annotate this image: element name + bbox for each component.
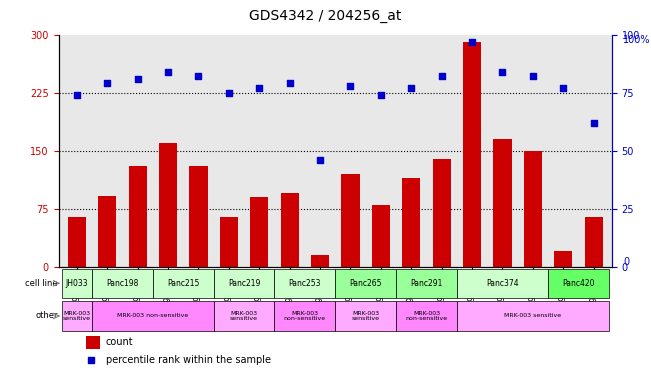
Text: MRK-003 sensitive: MRK-003 sensitive	[505, 313, 561, 318]
Bar	[98, 196, 117, 267]
Point	[376, 92, 386, 98]
Bar	[585, 217, 603, 267]
Text: GDS4342 / 204256_at: GDS4342 / 204256_at	[249, 9, 402, 23]
FancyBboxPatch shape	[335, 268, 396, 298]
Point	[436, 73, 447, 79]
Point	[622, 265, 632, 271]
Text: Panc215: Panc215	[167, 279, 199, 288]
Point	[589, 120, 599, 126]
FancyBboxPatch shape	[214, 268, 275, 298]
Text: other: other	[36, 311, 58, 321]
Text: Panc374: Panc374	[486, 279, 519, 288]
FancyBboxPatch shape	[457, 301, 609, 331]
Point	[528, 73, 538, 79]
Text: Panc420: Panc420	[562, 279, 595, 288]
Bar	[341, 174, 359, 267]
Point	[132, 76, 143, 82]
Bar	[524, 151, 542, 267]
Text: MRK-003
non-sensitive: MRK-003 non-sensitive	[406, 311, 447, 321]
Point	[558, 85, 568, 91]
Text: MRK-003
sensitive: MRK-003 sensitive	[352, 311, 380, 321]
Bar	[493, 139, 512, 267]
Text: MRK-003
non-sensitive: MRK-003 non-sensitive	[284, 311, 326, 321]
FancyBboxPatch shape	[62, 268, 92, 298]
Text: 0: 0	[623, 257, 629, 267]
Text: count: count	[105, 337, 133, 347]
Point	[224, 89, 234, 96]
Text: Panc291: Panc291	[410, 279, 443, 288]
Bar	[220, 217, 238, 267]
Text: MRK-003 non-sensitive: MRK-003 non-sensitive	[117, 313, 189, 318]
Bar	[68, 217, 86, 267]
Point	[254, 85, 264, 91]
Text: MRK-003
sensitive: MRK-003 sensitive	[230, 311, 258, 321]
Bar	[372, 205, 390, 267]
Bar	[281, 194, 299, 267]
Text: MRK-003
sensitive: MRK-003 sensitive	[63, 311, 91, 321]
Bar	[189, 166, 208, 267]
FancyBboxPatch shape	[92, 301, 214, 331]
Point	[315, 157, 326, 163]
Text: percentile rank within the sample: percentile rank within the sample	[105, 354, 271, 364]
FancyBboxPatch shape	[396, 301, 457, 331]
Point	[406, 85, 417, 91]
Text: Panc219: Panc219	[228, 279, 260, 288]
FancyBboxPatch shape	[275, 268, 335, 298]
FancyBboxPatch shape	[335, 301, 396, 331]
Bar	[159, 143, 177, 267]
Bar	[432, 159, 450, 267]
Text: JH033: JH033	[66, 279, 88, 288]
Text: Panc265: Panc265	[350, 279, 382, 288]
Text: Panc253: Panc253	[288, 279, 321, 288]
Text: 100%: 100%	[623, 35, 650, 45]
Point	[72, 92, 82, 98]
FancyBboxPatch shape	[275, 301, 335, 331]
FancyBboxPatch shape	[62, 301, 92, 331]
FancyBboxPatch shape	[457, 268, 548, 298]
FancyBboxPatch shape	[92, 268, 153, 298]
Point	[467, 38, 477, 45]
Point	[345, 83, 355, 89]
Text: cell line: cell line	[25, 279, 58, 288]
Bar	[554, 252, 572, 267]
Point	[284, 80, 295, 86]
Bar	[250, 197, 268, 267]
Point	[102, 80, 113, 86]
Text: Panc198: Panc198	[106, 279, 139, 288]
Bar	[402, 178, 421, 267]
Bar	[463, 42, 481, 267]
Bar	[86, 336, 100, 349]
Point	[163, 69, 173, 75]
FancyBboxPatch shape	[214, 301, 275, 331]
Bar	[128, 166, 146, 267]
Point	[193, 73, 204, 79]
FancyBboxPatch shape	[153, 268, 214, 298]
FancyBboxPatch shape	[548, 268, 609, 298]
Bar	[311, 255, 329, 267]
Point	[497, 69, 508, 75]
FancyBboxPatch shape	[396, 268, 457, 298]
